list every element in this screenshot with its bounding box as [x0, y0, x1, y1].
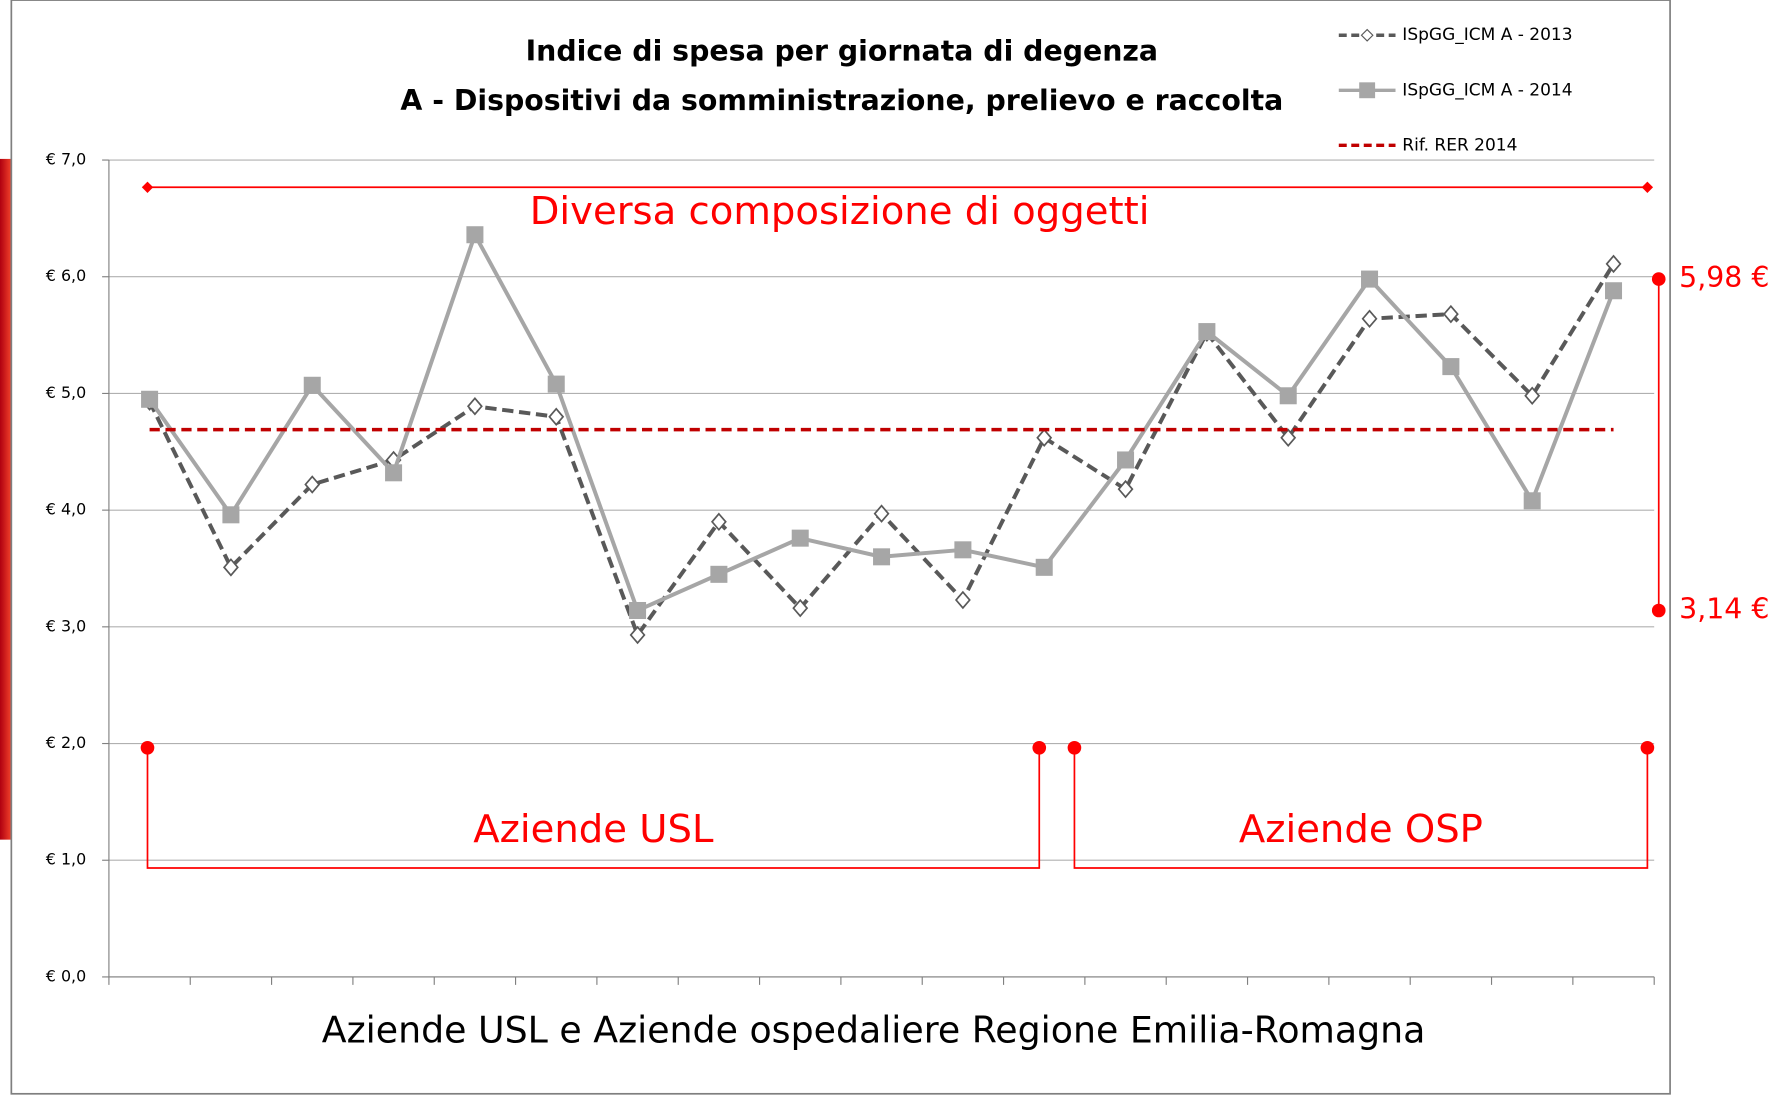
- legend-swatch: [1360, 28, 1374, 42]
- point: [1117, 479, 1134, 499]
- y-tick-label: € 0,0: [46, 966, 86, 985]
- point: [791, 529, 809, 547]
- point: [1442, 358, 1460, 376]
- point: [1198, 323, 1216, 341]
- annotation-text: Aziende USL: [473, 807, 714, 852]
- y-tick-label: € 6,0: [46, 266, 86, 285]
- y-tick-label: € 7,0: [46, 150, 86, 169]
- point: [385, 464, 403, 482]
- point: [1036, 428, 1053, 448]
- point: [1605, 254, 1622, 274]
- chart-title: Indice di spesa per giornata di degenza: [526, 34, 1158, 67]
- point: [792, 598, 809, 618]
- legend-label: Rif. RER 2014: [1402, 135, 1517, 155]
- decoration: [0, 158, 14, 840]
- point: [1361, 270, 1379, 288]
- point: [629, 601, 647, 620]
- point: [1442, 304, 1459, 324]
- legend-label: ISpGG_ICM A - 2014: [1402, 80, 1572, 100]
- point: [1117, 451, 1135, 469]
- point: [954, 541, 972, 559]
- point: [1279, 387, 1297, 405]
- point: [873, 548, 891, 566]
- point: [954, 590, 971, 610]
- annotation-marker: [1067, 740, 1082, 755]
- annotation-text: Aziende OSP: [1239, 807, 1483, 852]
- legend-label: ISpGG_ICM A - 2013: [1402, 25, 1572, 45]
- annotation-marker: [1651, 603, 1666, 618]
- point: [303, 376, 321, 394]
- point: [548, 407, 565, 427]
- point: [1035, 558, 1053, 576]
- point: [1280, 428, 1297, 448]
- annotation-marker: [1651, 272, 1666, 286]
- point: [141, 390, 159, 408]
- point: [466, 226, 484, 244]
- annotation-marker: [1640, 740, 1655, 755]
- y-tick-label: € 3,0: [46, 616, 86, 635]
- point: [304, 475, 321, 494]
- point: [1605, 282, 1623, 300]
- annotation-marker: [140, 740, 155, 755]
- point: [1524, 386, 1541, 406]
- point: [629, 625, 646, 645]
- y-tick-label: € 2,0: [46, 733, 86, 752]
- annotation-marker: [1032, 740, 1047, 755]
- annotation-text: Diversa composizione di oggetti: [530, 189, 1150, 234]
- x-axis-label: Aziende USL e Aziende ospedaliere Region…: [322, 1009, 1426, 1052]
- point: [710, 512, 727, 532]
- point: [547, 375, 565, 393]
- annotation-bracket: [146, 747, 1041, 869]
- y-tick-label: € 5,0: [46, 383, 86, 402]
- point: [873, 504, 890, 523]
- annotation-marker: [1641, 181, 1654, 193]
- annotation-bracket: [1073, 747, 1649, 869]
- y-tick-label: € 1,0: [46, 850, 86, 869]
- chart-title: A - Dispositivi da somministrazione, pre…: [400, 84, 1283, 117]
- annotation-text: 3,14 €: [1679, 593, 1769, 626]
- annotation-text: 5,98 €: [1679, 261, 1769, 294]
- point: [1361, 309, 1378, 329]
- point: [466, 397, 483, 416]
- point: [222, 558, 239, 577]
- legend-swatch: [1359, 82, 1376, 99]
- point: [710, 565, 728, 583]
- y-tick-label: € 4,0: [46, 500, 86, 519]
- point: [1523, 492, 1541, 510]
- point: [222, 506, 240, 524]
